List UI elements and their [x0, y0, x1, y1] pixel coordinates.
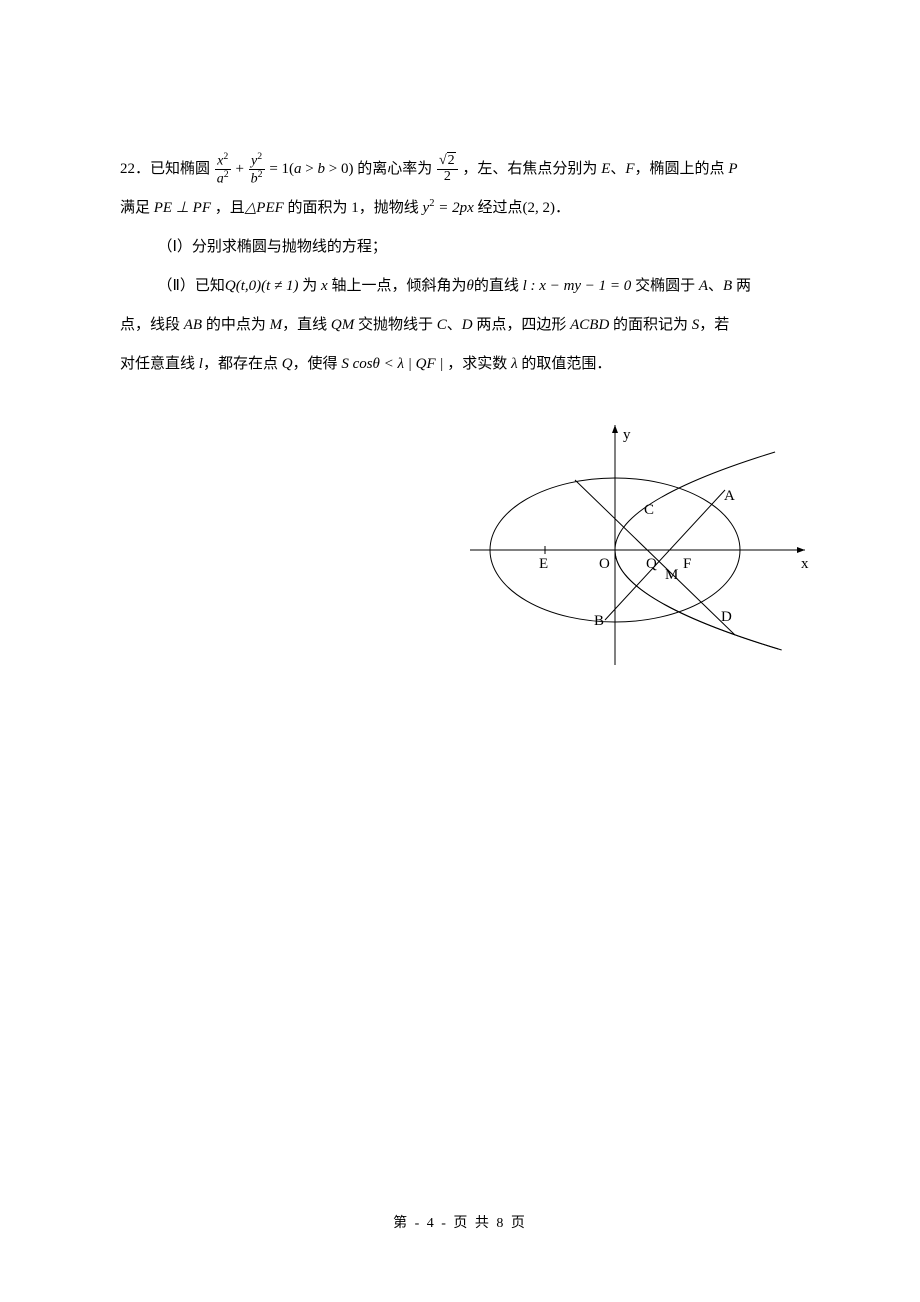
text: 的中点为: [202, 317, 270, 333]
QM-sym: QM: [331, 317, 354, 333]
svg-text:y: y: [623, 427, 631, 443]
ineq: S cosθ < λ | QF |: [341, 356, 443, 372]
problem-number: 22．: [120, 161, 150, 177]
line-l-eq: l : x − my − 1 = 0: [519, 278, 631, 294]
figure-svg: y x E O Q F A B C D M: [460, 415, 815, 675]
x-sym: x: [321, 278, 328, 294]
footer-suffix: 页: [505, 1216, 527, 1231]
svg-text:A: A: [724, 488, 735, 504]
svg-text:Q: Q: [646, 556, 657, 572]
text: 点，线段: [120, 317, 184, 333]
fraction-y2b2: y2b2: [249, 152, 265, 188]
triangle-pef: △PEF: [245, 200, 284, 216]
problem-line-1: 22．已知椭圆 x2a2 + y2b2 = 1(a > b > 0) 的离心率为…: [120, 150, 800, 189]
sym-F: F: [625, 161, 634, 177]
lambda-sym: λ: [507, 356, 521, 372]
text: 已知椭圆: [150, 161, 210, 177]
footer-mid: 页 共: [448, 1216, 497, 1231]
text: 的离心率为: [357, 161, 432, 177]
problem-line-2: 满足 PE ⊥ PF ，且△PEF 的面积为 1，抛物线 y2 = 2px 经过…: [120, 189, 800, 228]
text: 两点，四边形: [473, 317, 571, 333]
svg-text:O: O: [599, 556, 610, 572]
text: ，使得: [293, 356, 342, 372]
text: 交抛物线于: [354, 317, 437, 333]
C-sym: C: [437, 317, 447, 333]
text: 的直线: [474, 278, 519, 294]
text: 的面积为 1，抛物线: [284, 200, 419, 216]
text: ，求实数: [444, 356, 508, 372]
text: 经过点(2, 2)．: [474, 200, 570, 216]
plus: +: [235, 161, 247, 177]
part-2-line-1: （Ⅱ）已知Q(t,0)(t ≠ 1) 为 x 轴上一点，倾斜角为θ的直线 l :…: [120, 267, 800, 306]
svg-text:D: D: [721, 609, 732, 625]
fraction-x2a2: x2a2: [215, 152, 231, 188]
text: 的取值范围．: [521, 356, 611, 372]
A-sym: A: [699, 278, 708, 294]
eq-cond: = 1(a > b > 0): [269, 161, 353, 177]
text: 对任意直线: [120, 356, 199, 372]
svg-text:F: F: [683, 556, 691, 572]
part-2-line-2: 点，线段 AB 的中点为 M，直线 QM 交抛物线于 C、D 两点，四边形 AC…: [120, 306, 800, 345]
text: 为: [299, 278, 322, 294]
text: 满足: [120, 200, 150, 216]
text: 两: [732, 278, 751, 294]
M-sym: M: [270, 317, 283, 333]
part-2-line-3: 对任意直线 l，都存在点 Q，使得 S cosθ < λ | QF | ，求实数…: [120, 345, 800, 384]
ACBD-sym: ACBD: [570, 317, 609, 333]
AB-sym: AB: [184, 317, 202, 333]
footer-prefix: 第: [393, 1216, 415, 1231]
footer-cur: - 4 -: [415, 1216, 448, 1231]
svg-text:M: M: [665, 567, 678, 583]
sym-E: E: [601, 161, 610, 177]
text: （Ⅱ）已知: [158, 278, 225, 294]
pe-perp-pf: PE ⊥ PF: [154, 200, 211, 216]
Q-sym: Q: [282, 356, 293, 372]
text: （Ⅰ）分别求椭圆与抛物线的方程；: [158, 239, 387, 255]
eq-2px: = 2px: [434, 200, 473, 216]
text: ，左、右焦点分别为: [462, 161, 597, 177]
Q-def: Q(t,0)(t ≠ 1): [225, 278, 299, 294]
D-sym: D: [462, 317, 473, 333]
B-sym: B: [723, 278, 732, 294]
svg-text:x: x: [801, 556, 809, 572]
text: 、: [610, 161, 625, 177]
text: 的面积记为: [609, 317, 692, 333]
text: ，若: [699, 317, 729, 333]
part-1: （Ⅰ）分别求椭圆与抛物线的方程；: [120, 228, 800, 267]
text: 交椭圆于: [631, 278, 699, 294]
text: ，椭圆上的点: [635, 161, 725, 177]
text: 轴上一点，倾斜角为: [328, 278, 467, 294]
geometry-figure: y x E O Q F A B C D M: [460, 415, 815, 675]
svg-text:C: C: [644, 502, 654, 518]
text: ，都存在点: [203, 356, 282, 372]
svg-text:B: B: [594, 613, 604, 629]
sym-P: P: [728, 161, 737, 177]
page-footer: 第 - 4 - 页 共 8 页: [0, 1212, 920, 1232]
text: ，且: [215, 200, 245, 216]
text: ，直线: [282, 317, 331, 333]
theta-sym: θ: [466, 278, 473, 294]
y-sq: y: [419, 200, 429, 216]
fraction-sqrt2-2: 22: [437, 154, 458, 184]
svg-text:E: E: [539, 556, 548, 572]
